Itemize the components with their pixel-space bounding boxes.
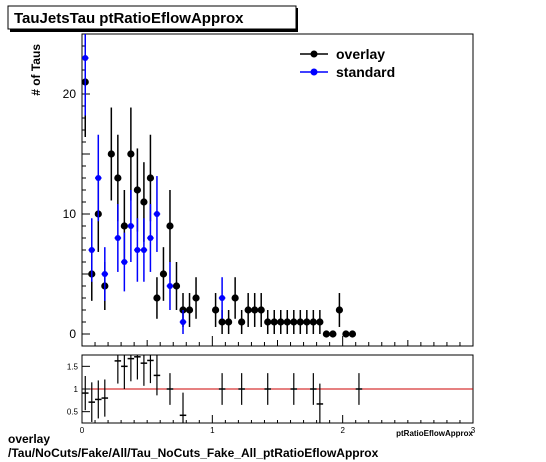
overlay-point bbox=[309, 318, 317, 326]
ratio-y-tick-label: 1.5 bbox=[67, 362, 79, 371]
overlay-point bbox=[140, 198, 148, 206]
overlay-point bbox=[335, 306, 344, 314]
standard-point bbox=[134, 247, 141, 253]
overlay-point bbox=[172, 282, 181, 290]
ratio-x-tick-label: 1 bbox=[210, 426, 215, 435]
overlay-point bbox=[329, 330, 337, 338]
title-box bbox=[7, 5, 297, 30]
standard-point bbox=[147, 235, 154, 241]
y-tick-label: 20 bbox=[63, 87, 77, 101]
standard-point bbox=[82, 55, 89, 61]
overlay-point bbox=[133, 186, 141, 194]
overlay-point bbox=[251, 306, 259, 314]
overlay-point bbox=[114, 174, 122, 182]
ratio-x-tick-label: 2 bbox=[340, 426, 345, 435]
overlay-point bbox=[283, 318, 291, 326]
standard-point bbox=[219, 295, 226, 301]
overlay-point bbox=[107, 150, 115, 158]
overlay-point bbox=[348, 330, 357, 338]
overlay-point bbox=[153, 294, 161, 302]
standard-point bbox=[153, 211, 160, 217]
footer-line-2: /Tau/NoCuts/Fake/All/Tau_NoCuts_Fake_All… bbox=[8, 446, 379, 460]
overlay-point bbox=[264, 318, 272, 326]
overlay-point bbox=[244, 306, 252, 314]
ratio-x-tick-label: 3 bbox=[471, 426, 476, 435]
standard-point bbox=[140, 247, 147, 253]
overlay-point bbox=[166, 222, 174, 230]
overlay-point bbox=[238, 318, 246, 326]
y-tick-label: 0 bbox=[69, 327, 76, 341]
legend-marker-overlay bbox=[310, 50, 318, 58]
overlay-point bbox=[231, 294, 239, 302]
overlay-point bbox=[185, 306, 194, 314]
y-axis-label: # of Taus bbox=[29, 44, 43, 96]
overlay-point bbox=[322, 330, 330, 338]
chart-title: TauJetsTau ptRatioEflowApprox bbox=[14, 10, 244, 27]
standard-point bbox=[166, 283, 173, 289]
legend-label-overlay: overlay bbox=[336, 46, 385, 62]
overlay-point bbox=[270, 318, 278, 326]
legend-marker-standard bbox=[310, 68, 318, 76]
standard-point bbox=[101, 271, 108, 277]
overlay-point bbox=[316, 318, 324, 326]
standard-point bbox=[114, 235, 121, 241]
ratio-y-tick-label: 1 bbox=[74, 385, 79, 394]
overlay-point bbox=[225, 318, 233, 326]
ratio-y-tick-label: 0.5 bbox=[67, 408, 79, 417]
standard-point bbox=[180, 319, 187, 325]
x-axis-label: ptRatioEflowApprox bbox=[396, 429, 473, 438]
overlay-point bbox=[159, 270, 168, 278]
legend-label-standard: standard bbox=[336, 64, 395, 80]
overlay-point bbox=[192, 294, 200, 302]
overlay-point bbox=[218, 318, 226, 326]
overlay-point bbox=[211, 306, 220, 314]
overlay-point bbox=[127, 150, 135, 158]
overlay-point bbox=[290, 318, 298, 326]
overlay-point bbox=[296, 318, 304, 326]
footer-line-1: overlay bbox=[8, 432, 51, 446]
standard-point bbox=[88, 247, 95, 253]
standard-point bbox=[95, 175, 102, 181]
overlay-point bbox=[120, 222, 128, 230]
overlay-point bbox=[342, 330, 350, 338]
overlay-point bbox=[257, 306, 265, 314]
overlay-point bbox=[303, 318, 311, 326]
overlay-point bbox=[277, 318, 285, 326]
standard-point bbox=[127, 223, 134, 229]
standard-point bbox=[121, 259, 128, 265]
ratio-x-tick-label: 0 bbox=[80, 426, 85, 435]
overlay-point bbox=[146, 174, 155, 182]
y-tick-label: 10 bbox=[63, 207, 77, 221]
